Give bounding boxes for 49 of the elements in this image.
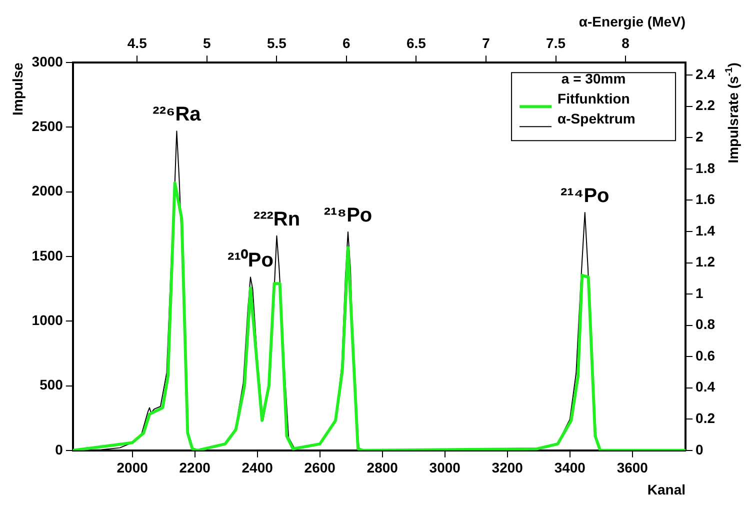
- y-tick-label: 0: [55, 441, 64, 458]
- x2-axis-title: α-Energie (MeV): [578, 13, 686, 30]
- legend-label: α-Spektrum: [558, 110, 636, 126]
- y2-tick-label: 2.4: [696, 66, 716, 82]
- x2-tick-label: 6: [342, 35, 351, 52]
- legend-label: Fitfunktion: [558, 90, 630, 106]
- x-axis-title: Kanal: [647, 481, 686, 498]
- y-tick-label: 500: [40, 376, 64, 393]
- x2-tick-label: 7.5: [546, 35, 566, 52]
- x2-tick-label: 4.5: [127, 35, 148, 52]
- annotation: ²²²Rn: [253, 208, 300, 230]
- y2-tick-label: 1.4: [696, 222, 716, 238]
- y-tick-label: 1000: [32, 312, 64, 328]
- x2-tick-label: 5.5: [266, 35, 287, 52]
- y2-tick-label: 1.2: [696, 254, 716, 270]
- y2-tick-label: 0: [696, 441, 704, 458]
- x2-tick-label: 7: [482, 35, 490, 52]
- y-tick-label: 1500: [32, 247, 64, 264]
- y2-tick-label: 0.6: [696, 347, 716, 364]
- y-tick-label: 2000: [32, 182, 64, 199]
- x2-tick-label: 5: [203, 35, 212, 52]
- x-tick-label: 3600: [616, 460, 648, 476]
- annotation: ²²⁶Ra: [152, 104, 202, 126]
- annotation: ²¹⁸Po: [324, 204, 372, 226]
- y2-tick-label: 0.8: [696, 316, 716, 332]
- legend-title: a = 30mm: [561, 70, 626, 86]
- x-tick-label: 2400: [242, 460, 274, 476]
- y2-tick-label: 0.4: [696, 378, 716, 395]
- x-tick-label: 2800: [366, 460, 398, 476]
- x-tick-label: 3000: [429, 460, 461, 476]
- y2-tick-label: 1.8: [696, 160, 716, 176]
- x-tick-label: 2000: [116, 460, 148, 476]
- y2-tick-label: 2.2: [696, 97, 716, 114]
- x2-tick-label: 8: [622, 35, 630, 52]
- x-tick-label: 3200: [492, 460, 524, 476]
- y-axis-title: Impulse: [9, 62, 26, 116]
- y2-tick-label: 0.2: [696, 410, 716, 426]
- annotation: ²¹⁴Po: [560, 185, 610, 208]
- x-tick-label: 2200: [179, 460, 211, 476]
- y2-axis-title: Impulsrate (s-1): [724, 62, 741, 164]
- y-tick-label: 3000: [32, 53, 64, 70]
- x-tick-label: 3400: [554, 460, 586, 476]
- y2-tick-label: 2: [696, 128, 704, 145]
- x2-tick-label: 6.5: [406, 35, 426, 52]
- y2-tick-label: 1.6: [696, 191, 716, 208]
- annotation: ²¹⁰Po: [228, 248, 274, 272]
- y2-tick-label: 1: [696, 284, 704, 301]
- x-tick-label: 2600: [304, 460, 336, 476]
- y-tick-label: 2500: [32, 118, 64, 134]
